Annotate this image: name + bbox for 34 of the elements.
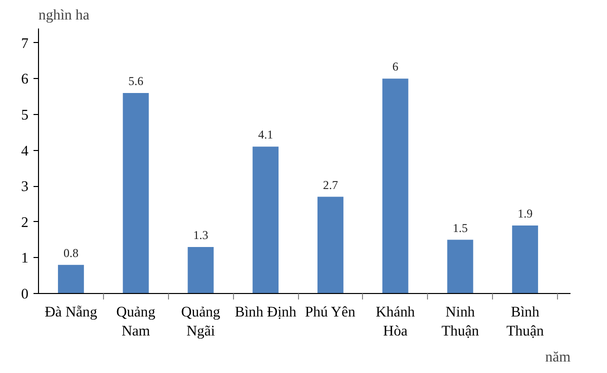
data-label: 4.1 <box>258 128 274 142</box>
x-axis-title: năm <box>545 350 572 366</box>
data-label: 2.7 <box>322 178 338 192</box>
data-label: 0.8 <box>63 246 78 260</box>
bar <box>382 78 408 294</box>
y-tick-label: 2 <box>21 214 28 231</box>
y-tick-label: 7 <box>21 36 28 52</box>
x-tick-label: Phú Yên <box>305 304 356 320</box>
bar <box>512 225 538 294</box>
x-tick-label: Bình Thuận <box>506 304 544 340</box>
y-tick-label: 3 <box>21 179 28 196</box>
y-tick-label: 6 <box>21 72 28 88</box>
x-tick-label: Ninh Thuận <box>441 304 480 340</box>
bar <box>447 240 474 294</box>
y-tick-label: 1 <box>21 250 28 267</box>
x-tick-label: Bình Định <box>234 304 297 320</box>
x-tick-label: Quảng Ngãi <box>181 304 221 340</box>
bar <box>188 246 214 294</box>
bar <box>317 196 344 294</box>
x-tick-label: Đà Nẵng <box>44 304 98 320</box>
data-label: 1.3 <box>193 228 208 242</box>
x-tick-label: Quảng Nam <box>116 304 156 340</box>
y-tick-label: 4 <box>21 143 30 160</box>
data-label: 6 <box>392 60 398 74</box>
x-tick-label: Khánh Hòa <box>376 304 416 340</box>
data-label: 1.9 <box>518 206 533 220</box>
data-label: 5.6 <box>128 74 144 88</box>
bar <box>58 264 84 294</box>
y-tick-label: 0 <box>21 286 28 302</box>
bar <box>252 146 279 294</box>
y-axis-title: nghìn ha <box>38 8 90 24</box>
bar <box>122 92 149 294</box>
y-tick-label: 5 <box>21 107 28 124</box>
data-label: 1.5 <box>452 220 468 235</box>
